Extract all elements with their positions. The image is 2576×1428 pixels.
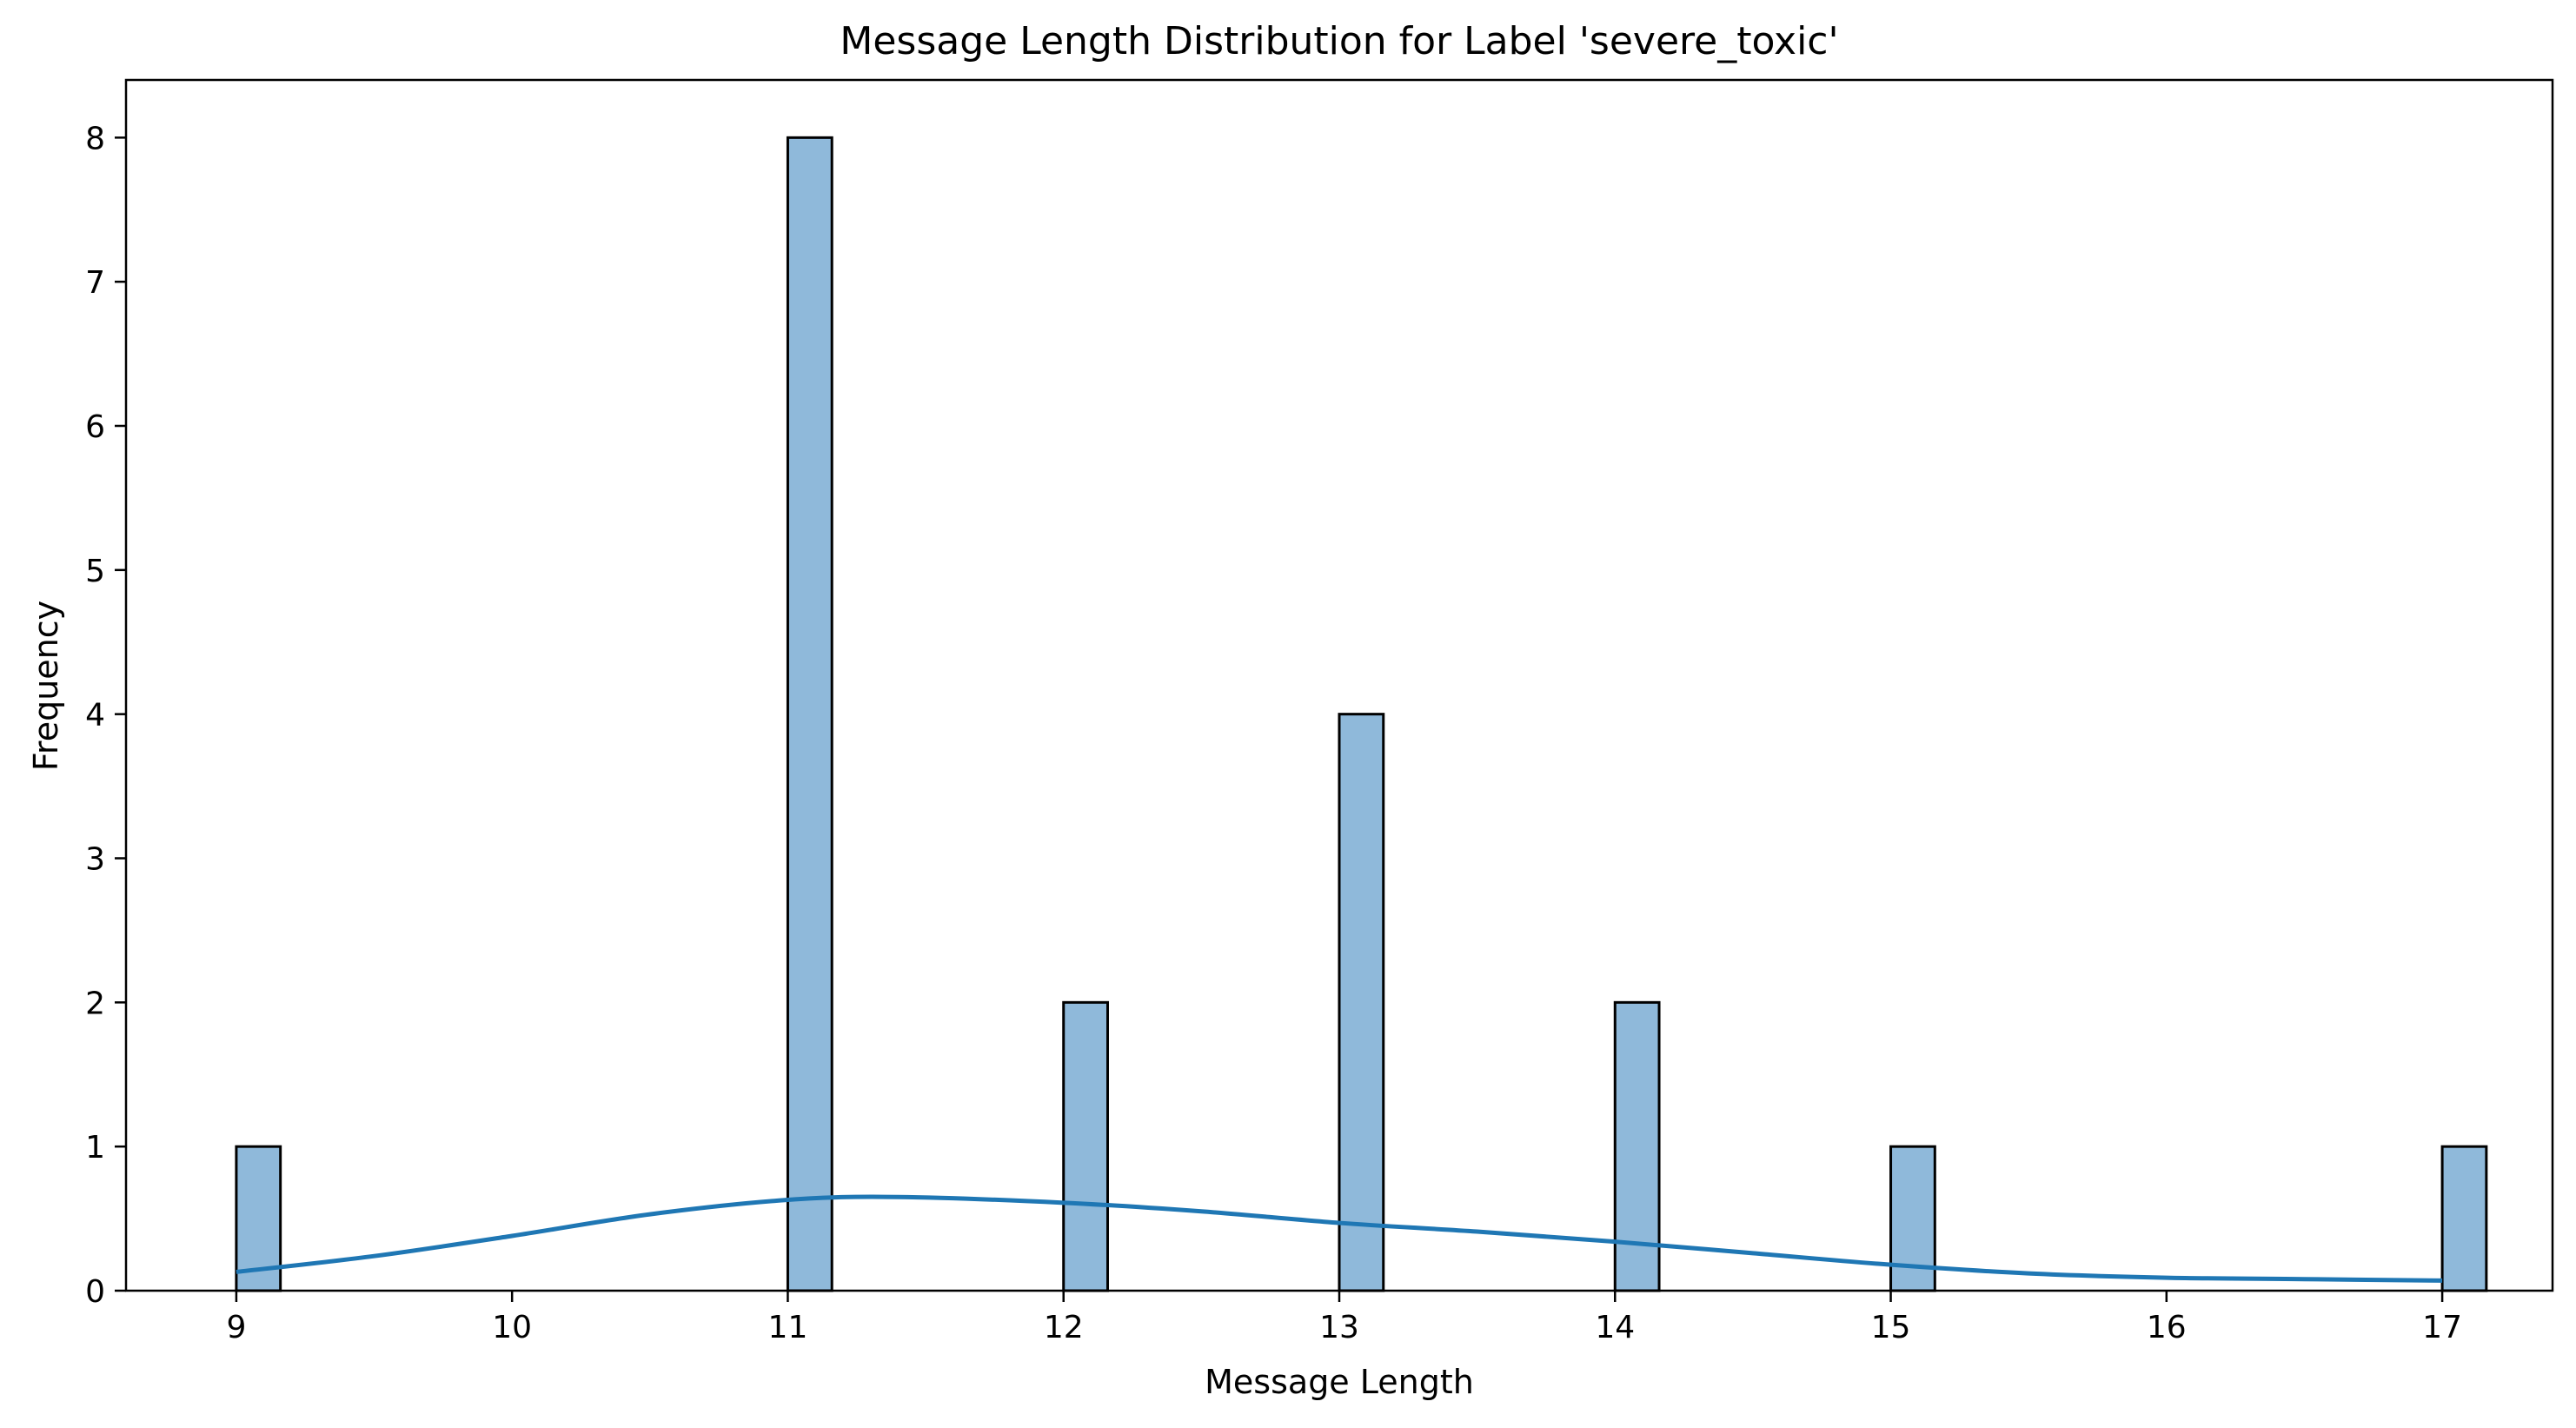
y-tick-label: 6 [85,409,105,445]
y-tick-label: 1 [85,1130,105,1166]
x-axis-ticks: 9 10 11 12 13 14 15 16 17 [226,1291,2462,1345]
y-tick-label: 4 [85,698,105,734]
kde-curve [236,1194,2443,1283]
x-tick-label: 9 [226,1310,246,1345]
x-tick-label: 15 [1871,1310,1911,1345]
chart-title: Message Length Distribution for Label 's… [840,19,1838,63]
y-axis-label: Frequency [27,601,65,771]
histogram-bar [2440,1145,2488,1292]
y-tick-label: 8 [85,121,105,156]
x-tick-label: 11 [768,1310,808,1345]
kde-layer [236,1194,2443,1283]
histogram-bar [1062,1000,1109,1292]
histogram-bar [1338,713,1385,1292]
x-axis-label: Message Length [1205,1363,1474,1401]
y-axis-ticks: 0 1 2 3 4 5 6 7 8 [85,121,126,1310]
y-tick-label: 3 [85,842,105,878]
x-tick-label: 16 [2147,1310,2187,1345]
x-tick-label: 13 [1319,1310,1359,1345]
bars-layer [235,136,2488,1292]
x-tick-label: 14 [1595,1310,1635,1345]
histogram-bar [786,136,833,1292]
histogram-bar [1613,1000,1661,1292]
x-tick-label: 12 [1044,1310,1084,1345]
x-tick-label: 10 [492,1310,532,1345]
y-tick-label: 2 [85,986,105,1021]
y-tick-label: 5 [85,554,105,589]
y-tick-label: 0 [85,1274,105,1310]
x-tick-label: 17 [2422,1310,2462,1345]
y-tick-label: 7 [85,265,105,301]
